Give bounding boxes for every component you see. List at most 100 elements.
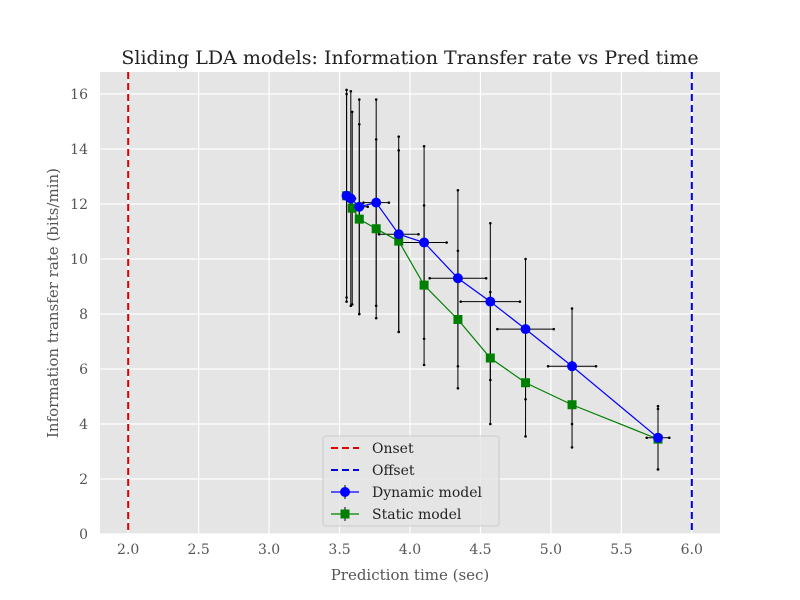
error-cap — [366, 205, 370, 209]
dynamic-model-point — [419, 237, 430, 248]
error-cap — [570, 446, 574, 449]
error-cap — [357, 312, 361, 316]
error-cap — [374, 316, 378, 320]
chart-title: Sliding LDA models: Information Transfer… — [121, 47, 698, 69]
dynamic-model-point — [653, 432, 663, 443]
reference-lines — [127, 72, 693, 534]
y-axis-label: Information transfer rate (bits/min) — [44, 168, 62, 438]
dynamic-model-point — [520, 324, 531, 335]
legend-label: Offset — [372, 463, 415, 479]
x-tick-label: 5.0 — [540, 542, 562, 558]
error-cap — [667, 436, 671, 440]
x-tick-label: 6.0 — [681, 542, 703, 558]
y-tick-label: 4 — [79, 417, 88, 433]
error-cap — [489, 290, 492, 294]
dynamic-model-point — [452, 273, 463, 284]
x-axis-ticks: 2.0 2.5 3.0 3.5 4.0 4.5 5.0 5.5 6.0 — [117, 542, 703, 558]
legend-marker — [340, 487, 350, 497]
static-model-point — [394, 236, 404, 246]
error-cap — [422, 204, 426, 207]
error-cap — [656, 407, 660, 411]
y-tick-label: 6 — [79, 362, 88, 378]
y-tick-label: 10 — [70, 252, 88, 268]
error-cap — [397, 135, 401, 138]
error-cap — [374, 138, 378, 141]
error-cap — [445, 241, 448, 244]
error-cap — [422, 363, 426, 367]
dynamic-model-point — [345, 193, 356, 204]
error-cap — [350, 110, 354, 114]
x-tick-label: 3.0 — [258, 542, 280, 558]
y-tick-label: 12 — [70, 197, 88, 213]
error-cap — [456, 188, 460, 192]
y-tick-label: 8 — [79, 307, 88, 323]
y-axis-ticks: 0 2 4 6 8 10 12 14 16 — [70, 87, 88, 543]
error-cap — [484, 276, 488, 280]
error-cap — [645, 436, 649, 440]
x-tick-label: 4.5 — [469, 542, 491, 558]
error-cap — [489, 221, 492, 225]
error-cap — [570, 307, 574, 310]
error-cap — [397, 149, 401, 152]
error-cap — [552, 327, 556, 331]
error-cap — [546, 364, 550, 368]
error-cap — [377, 232, 381, 236]
x-tick-label: 4.0 — [399, 542, 421, 558]
error-cap — [496, 327, 499, 331]
y-tick-label: 2 — [79, 472, 88, 488]
dynamic-model-point — [393, 229, 404, 240]
error-cap — [459, 300, 463, 303]
x-tick-label: 5.5 — [610, 542, 632, 558]
dynamic-model-point — [371, 197, 382, 208]
error-cap — [357, 98, 361, 101]
error-cap — [524, 257, 527, 261]
legend-box — [322, 435, 500, 527]
error-cap — [349, 89, 353, 93]
error-cap — [489, 422, 492, 426]
error-cap — [345, 300, 348, 303]
error-cap — [345, 296, 348, 299]
x-axis-label: Prediction time (sec) — [331, 566, 490, 584]
error-cap — [656, 404, 660, 408]
legend: Onset Offset Dynamic model Static model — [322, 435, 500, 527]
static-model-point — [521, 378, 531, 388]
error-cap — [357, 122, 361, 126]
legend-label: Dynamic model — [372, 485, 482, 501]
error-cap — [387, 201, 391, 204]
dynamic-model-point — [567, 361, 578, 372]
static-model-point — [453, 315, 463, 324]
static-model-point — [567, 400, 577, 410]
error-cap — [417, 232, 420, 236]
error-cap — [456, 249, 460, 253]
x-tick-label: 3.5 — [328, 542, 350, 558]
static-model-point — [419, 280, 429, 290]
error-cap — [656, 468, 660, 471]
legend-label: Static model — [372, 507, 462, 523]
dynamic-model-point — [354, 201, 365, 212]
static-model-point — [485, 353, 495, 363]
static-model-point — [354, 214, 364, 224]
error-cap — [594, 364, 598, 368]
y-tick-label: 16 — [70, 87, 88, 103]
legend-label: Onset — [372, 441, 414, 457]
error-cap — [428, 276, 432, 280]
error-cap — [345, 88, 348, 92]
x-tick-label: 2.5 — [188, 542, 210, 558]
error-cap — [345, 92, 348, 96]
series-layer — [341, 190, 663, 444]
legend-marker — [340, 509, 350, 519]
y-tick-label: 0 — [79, 527, 88, 543]
static-model-point — [347, 203, 357, 213]
error-cap — [350, 303, 354, 306]
static-model-point — [371, 224, 381, 234]
error-cap — [374, 98, 378, 101]
dynamic-model-point — [485, 296, 496, 307]
y-tick-label: 14 — [70, 142, 88, 158]
error-cap — [524, 435, 527, 438]
error-cap — [397, 330, 401, 334]
error-cap — [422, 144, 426, 148]
x-tick-label: 2.0 — [117, 542, 139, 558]
error-cap — [518, 300, 522, 303]
error-cap — [456, 386, 460, 390]
